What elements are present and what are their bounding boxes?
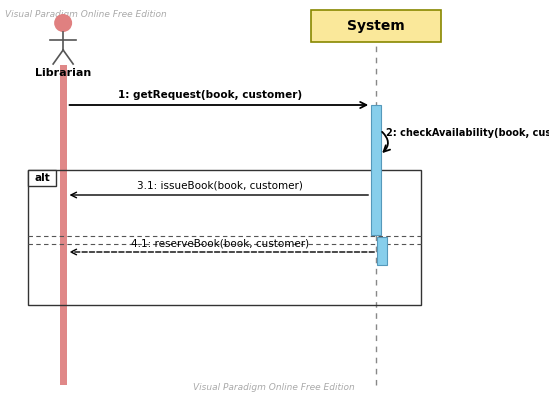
Bar — [311, 10, 441, 42]
Text: 4.1: reserveBook(book, customer): 4.1: reserveBook(book, customer) — [131, 238, 309, 248]
Text: Librarian: Librarian — [35, 68, 91, 78]
Text: Visual Paradigm Online Free Edition: Visual Paradigm Online Free Edition — [193, 383, 355, 392]
Bar — [377, 237, 387, 265]
Text: 1: getRequest(book, customer): 1: getRequest(book, customer) — [117, 90, 301, 100]
Text: alt: alt — [34, 173, 50, 183]
Bar — [28, 170, 421, 305]
Text: System: System — [347, 19, 405, 33]
Bar — [60, 65, 66, 385]
Bar — [28, 170, 56, 186]
Bar — [371, 105, 381, 235]
Text: 3.1: issueBook(book, customer): 3.1: issueBook(book, customer) — [137, 181, 302, 191]
Text: Visual Paradigm Online Free Edition: Visual Paradigm Online Free Edition — [5, 10, 167, 19]
Circle shape — [54, 14, 72, 32]
Text: 2: checkAvailability(book, customer): 2: checkAvailability(book, customer) — [386, 128, 549, 138]
